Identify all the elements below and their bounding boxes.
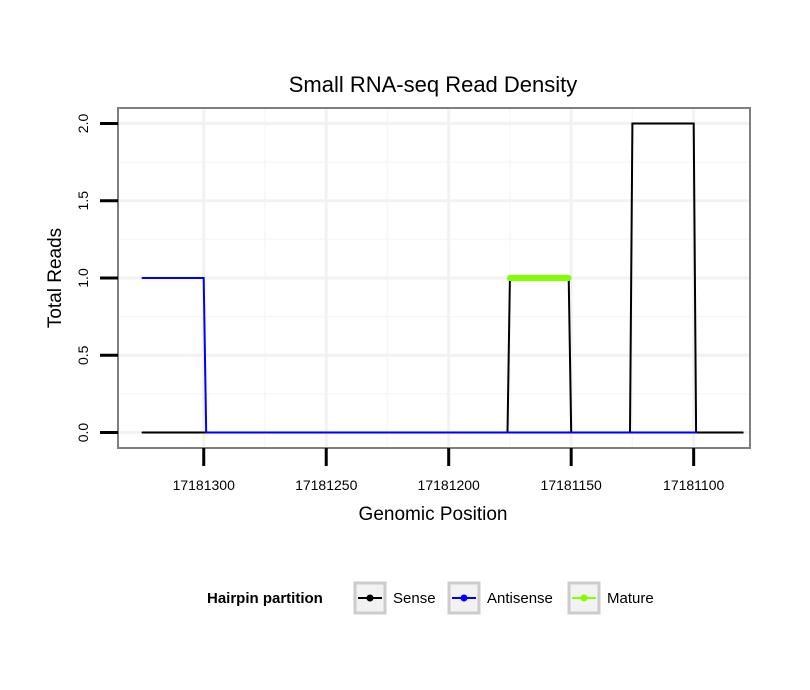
y-tick-label: 1.0 [75, 268, 91, 288]
x-tick-label: 17181200 [418, 477, 481, 493]
grid-major [118, 108, 750, 448]
legend-key-dot [366, 594, 374, 602]
series-line-antisense [141, 277, 698, 434]
legend-title: Hairpin partition [207, 590, 323, 607]
chart-title: Small RNA-seq Read Density [289, 72, 578, 97]
x-tick-label: 17181150 [541, 477, 602, 493]
legend-label-mature: Mature [607, 590, 654, 607]
x-axis-ticks: 17181300 17181250 17181200 17181150 17181100 [173, 448, 724, 493]
x-tick-label: 17181250 [295, 477, 358, 493]
series-layer [141, 122, 744, 434]
legend-label-sense: Sense [393, 590, 436, 607]
y-axis-label: Total Reads [45, 228, 66, 328]
legend-label-antisense: Antisense [487, 590, 553, 607]
y-tick-label: 0.5 [75, 345, 91, 365]
x-tick-label: 17181300 [173, 477, 236, 493]
legend-key-dot [580, 594, 588, 602]
x-tick-label: 17181100 [663, 477, 724, 493]
legend-key-dot [460, 594, 468, 602]
y-tick-label: 2.0 [75, 114, 91, 134]
y-axis-ticks: 0.0 0.5 1.0 1.5 2.0 [75, 114, 118, 443]
x-axis-label: Genomic Position [359, 504, 508, 525]
y-tick-label: 0.0 [75, 423, 91, 443]
y-tick-label: 1.5 [75, 191, 91, 211]
legend: Hairpin partition Sense Antisense Mature [207, 581, 654, 615]
